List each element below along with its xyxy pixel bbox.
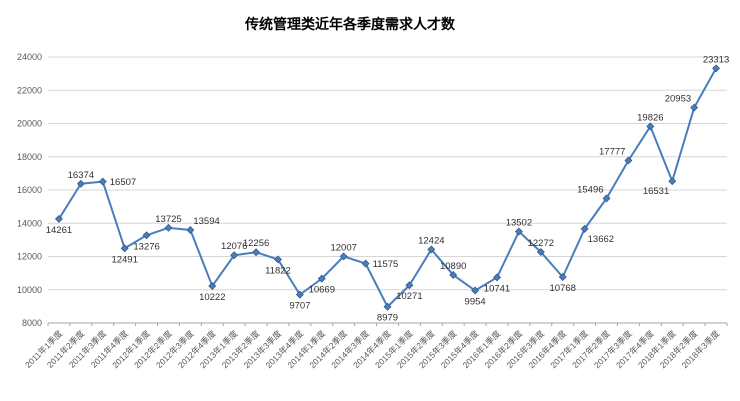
y-axis-tick-label: 24000 bbox=[17, 52, 42, 62]
data-point-marker bbox=[252, 248, 261, 257]
data-label: 23313 bbox=[703, 54, 729, 65]
data-label: 12272 bbox=[528, 238, 554, 249]
data-point-marker bbox=[690, 103, 699, 112]
data-label: 16374 bbox=[68, 170, 94, 181]
data-label: 9707 bbox=[289, 301, 310, 312]
data-point-marker bbox=[230, 251, 239, 260]
y-axis-tick-label: 14000 bbox=[17, 218, 42, 228]
data-point-marker bbox=[339, 252, 348, 261]
data-label: 13276 bbox=[133, 241, 159, 252]
data-point-marker bbox=[76, 179, 85, 188]
data-label: 13725 bbox=[155, 214, 181, 225]
y-axis-tick-label: 16000 bbox=[17, 185, 42, 195]
data-label: 12491 bbox=[111, 254, 137, 265]
data-point-marker bbox=[142, 231, 151, 240]
data-label: 12256 bbox=[243, 238, 269, 249]
data-point-marker bbox=[361, 259, 370, 268]
y-axis: 8000 10000 12000 14000 16000 18000 20000 22000 2… bbox=[17, 52, 42, 328]
data-label: 19826 bbox=[637, 112, 663, 123]
data-point-marker bbox=[712, 64, 721, 73]
data-point-marker bbox=[580, 224, 589, 233]
y-axis-tick-label: 8000 bbox=[22, 318, 42, 328]
data-point-marker bbox=[493, 273, 501, 282]
data-label: 12424 bbox=[418, 235, 444, 246]
data-label: 12007 bbox=[330, 242, 356, 253]
data-point-marker bbox=[602, 194, 611, 203]
x-axis: 2011年1季度2011年2季度2011年3季度2011年4季度2012年1季度… bbox=[23, 322, 728, 370]
data-point-marker bbox=[427, 245, 436, 254]
data-label: 10890 bbox=[440, 261, 466, 272]
chart-title: 传统管理类近年各季度需求人才数 bbox=[244, 16, 456, 32]
data-label: 20953 bbox=[665, 94, 691, 105]
y-axis-tick-label: 20000 bbox=[17, 119, 42, 129]
data-label: 17777 bbox=[599, 146, 625, 157]
data-label: 11575 bbox=[373, 259, 399, 270]
data-label: 11822 bbox=[265, 265, 291, 276]
gridlines bbox=[48, 56, 727, 324]
data-point-marker bbox=[164, 223, 173, 232]
data-label: 10271 bbox=[396, 291, 422, 302]
data-label: 9954 bbox=[465, 297, 486, 308]
data-label: 10222 bbox=[199, 292, 225, 303]
y-axis-tick-label: 10000 bbox=[17, 285, 42, 295]
data-point-marker bbox=[98, 177, 107, 186]
data-label: 10669 bbox=[309, 285, 335, 296]
data-series bbox=[54, 64, 721, 311]
data-label: 8979 bbox=[377, 313, 398, 324]
series-line bbox=[57, 67, 718, 308]
data-point-marker bbox=[668, 177, 677, 186]
data-label: 13662 bbox=[588, 234, 614, 245]
data-point-marker bbox=[536, 248, 545, 256]
data-labels: 14261 16374 16507 12491 13276 13725 13594 10222… bbox=[46, 54, 730, 323]
data-point-marker bbox=[471, 286, 480, 295]
data-point-marker bbox=[383, 302, 392, 311]
data-label: 15496 bbox=[577, 184, 603, 195]
data-point-marker bbox=[449, 270, 458, 279]
data-point-marker bbox=[208, 282, 217, 291]
data-label: 13502 bbox=[506, 218, 532, 229]
data-point-marker bbox=[317, 274, 326, 283]
data-label: 10768 bbox=[550, 283, 576, 294]
data-label: 10741 bbox=[484, 283, 510, 294]
data-point-marker bbox=[295, 290, 304, 299]
data-point-marker bbox=[558, 273, 567, 281]
data-label: 16531 bbox=[643, 186, 669, 197]
y-axis-tick-label: 12000 bbox=[17, 252, 42, 262]
y-axis-tick-label: 18000 bbox=[17, 152, 42, 162]
data-point-marker bbox=[274, 255, 282, 264]
data-point-marker bbox=[646, 122, 655, 131]
data-point-marker bbox=[54, 214, 63, 223]
data-label: 12076 bbox=[221, 241, 247, 252]
data-label: 14261 bbox=[46, 225, 72, 236]
y-axis-tick-label: 22000 bbox=[17, 85, 42, 95]
data-label: 13594 bbox=[193, 216, 219, 227]
data-point-marker bbox=[186, 226, 195, 234]
data-point-marker bbox=[120, 244, 129, 253]
data-point-marker bbox=[514, 227, 523, 236]
data-point-marker bbox=[405, 281, 414, 290]
data-point-marker bbox=[624, 156, 633, 165]
data-label: 16507 bbox=[110, 177, 136, 188]
